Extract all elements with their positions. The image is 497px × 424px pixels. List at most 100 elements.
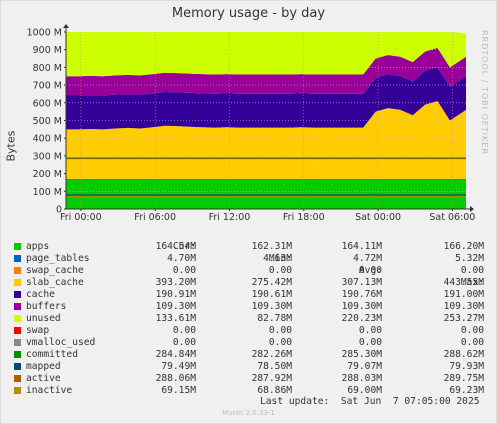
legend-row-inactive: inactive 69.15M 68.86M 69.00M 69.23M	[12, 385, 492, 397]
y-tick-label: 700 M	[33, 81, 62, 92]
legend-avg-value: 69.00M	[347, 385, 382, 396]
legend-cur-value: 0.00	[172, 325, 196, 336]
legend-row-unused: unused 133.61M 82.78M 220.23M 253.27M	[12, 313, 492, 325]
legend-cur-value: 284.84M	[155, 349, 196, 360]
legend-swatch	[14, 303, 21, 310]
legend-min-value: 0.00	[268, 337, 292, 348]
legend-avg-value: 79.07M	[347, 361, 382, 372]
x-axis-arrow	[470, 206, 474, 212]
legend-row-vmalloc-used: vmalloc_used 0.00 0.00 0.00 0.00	[12, 337, 492, 349]
legend-max-value: 109.30M	[443, 301, 484, 312]
legend-series-name: page_tables	[26, 253, 90, 264]
x-tick-label: Sat 06:00	[429, 212, 475, 223]
legend-avg-value: 164.11M	[341, 241, 382, 252]
legend-max-value: 0.00	[460, 337, 484, 348]
last-update: Last update: Sat Jun 7 07:05:00 2025	[260, 396, 480, 407]
x-tick-label: Fri 00:00	[60, 212, 102, 223]
legend-avg-value: 0.00	[358, 265, 382, 276]
legend-max-value: 0.00	[460, 325, 484, 336]
legend-avg-value: 0.00	[358, 337, 382, 348]
legend-row-buffers: buffers 109.30M 109.30M 109.30M 109.30M	[12, 301, 492, 313]
legend-swatch	[14, 243, 21, 250]
legend-avg-value: 190.76M	[341, 289, 382, 300]
legend-swatch	[14, 255, 21, 262]
legend-cur-value: 109.30M	[155, 301, 196, 312]
legend-series-name: active	[26, 373, 61, 384]
last-update-label: Last update:	[260, 396, 330, 407]
legend-header-avg: Avg:	[358, 265, 382, 276]
legend-swatch	[14, 291, 21, 298]
legend-cur-value: 133.61M	[155, 313, 196, 324]
legend-series-name: cache	[26, 289, 55, 300]
area-slab-cache	[66, 101, 466, 179]
legend-cur-value: 190.91M	[155, 289, 196, 300]
legend-min-value: 82.78M	[257, 313, 292, 324]
legend-avg-value: 0.00	[358, 325, 382, 336]
legend-header-row: Cur: Min: Avg: Max:	[12, 229, 492, 288]
y-axis-arrow	[63, 24, 69, 28]
legend-cur-value: 164.54M	[155, 241, 196, 252]
legend-swatch	[14, 375, 21, 382]
legend-series-name: swap_cache	[26, 265, 84, 276]
chart-title: Memory usage - by day	[171, 6, 326, 21]
legend-max-value: 166.20M	[443, 241, 484, 252]
legend-series-name: unused	[26, 313, 61, 324]
legend-swatch	[14, 387, 21, 394]
legend-cur-value: 4.70M	[167, 253, 196, 264]
legend-series-name: vmalloc_used	[26, 337, 96, 348]
y-tick-label: 100 M	[33, 187, 62, 198]
y-tick-label: 500 M	[33, 116, 62, 127]
legend-swatch	[14, 351, 21, 358]
legend-max-value: 288.62M	[443, 349, 484, 360]
x-tick-label: Fri 18:00	[283, 212, 325, 223]
legend-row-mapped: mapped 79.49M 78.50M 79.07M 79.93M	[12, 361, 492, 373]
legend-swatch	[14, 363, 21, 370]
legend-min-value: 282.26M	[251, 349, 292, 360]
legend-row-active: active 288.06M 287.92M 288.03M 289.75M	[12, 373, 492, 385]
legend-max-value: 0.00	[460, 265, 484, 276]
legend-min-value: 78.50M	[257, 361, 292, 372]
y-tick-label: 0	[56, 205, 62, 216]
legend-header-min: Min:	[268, 253, 292, 264]
legend-series-name: swap	[26, 325, 50, 336]
legend-row-page-tables: page_tables 4.70M 4.63M 4.72M 5.32M	[12, 253, 492, 265]
legend-series-name: apps	[26, 241, 50, 252]
legend-header-cur: Cur:	[172, 241, 196, 252]
legend-swatch	[14, 267, 21, 274]
legend-header-max: Max:	[460, 277, 484, 288]
legend-cur-value: 69.15M	[161, 385, 196, 396]
x-tick-label: Fri 06:00	[134, 212, 176, 223]
legend-swatch	[14, 279, 21, 286]
legend-avg-value: 307.13M	[341, 277, 382, 288]
legend-max-value: 253.27M	[443, 313, 484, 324]
area-unused	[66, 32, 466, 77]
legend-max-value: 79.93M	[449, 361, 484, 372]
legend-series-name: slab_cache	[26, 277, 84, 288]
y-tick-label: 400 M	[33, 134, 62, 145]
area-buffers	[66, 47, 466, 96]
legend-max-value: 5.32M	[455, 253, 484, 264]
area-cache	[66, 67, 466, 130]
legend-series-name: buffers	[26, 301, 67, 312]
legend-cur-value: 393.20M	[155, 277, 196, 288]
legend-row-committed: committed 284.84M 282.26M 285.30M 288.62M	[12, 349, 492, 361]
y-tick-label: 600 M	[33, 98, 62, 109]
legend-series-name: committed	[26, 349, 78, 360]
legend-row-slab-cache: slab_cache 393.20M 275.42M 307.13M 443.55M	[12, 277, 492, 289]
area-apps	[66, 179, 466, 209]
y-tick-label: 900 M	[33, 45, 62, 56]
legend-swatch	[14, 339, 21, 346]
legend-min-value: 4.63M	[263, 253, 292, 264]
x-tick-label: Fri 12:00	[209, 212, 251, 223]
legend-cur-value: 0.00	[172, 337, 196, 348]
x-tick-label: Sat 00:00	[355, 212, 401, 223]
legend-max-value: 191.00M	[443, 289, 484, 300]
legend-row-swap: swap 0.00 0.00 0.00 0.00	[12, 325, 492, 337]
y-tick-label: 800 M	[33, 63, 62, 74]
legend-row-apps: apps 164.54M 162.31M 164.11M 166.20M	[12, 241, 492, 253]
legend-rows: apps 164.54M 162.31M 164.11M 166.20M page_tab…	[12, 241, 492, 397]
legend-min-value: 287.92M	[251, 373, 292, 384]
area-page-tables	[66, 178, 466, 180]
legend-swatch	[14, 327, 21, 334]
legend-series-name: mapped	[26, 361, 61, 372]
